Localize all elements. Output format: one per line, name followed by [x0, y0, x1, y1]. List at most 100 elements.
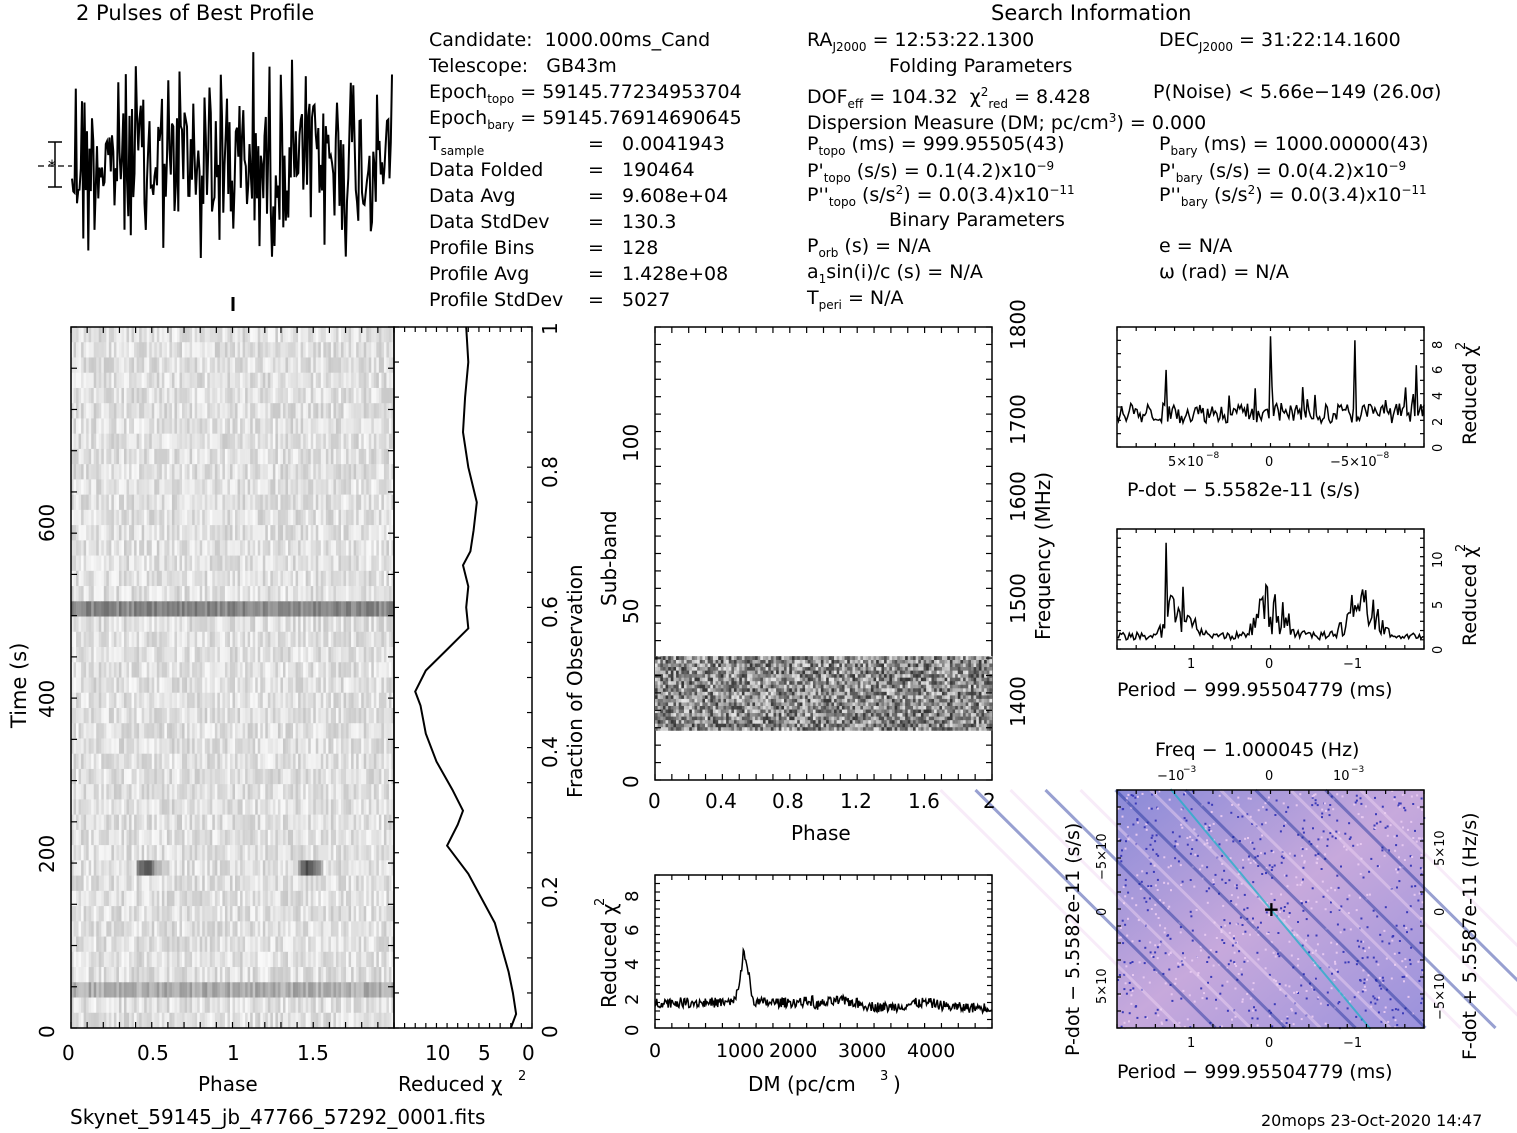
heatmap-cell — [341, 692, 344, 709]
heatmap-cell — [199, 784, 203, 800]
heatmap-cell — [121, 738, 125, 754]
heatmap-cell — [184, 860, 188, 876]
heatmap-cell — [358, 875, 362, 892]
heatmap-cell — [361, 860, 365, 876]
heatmap-cell — [346, 433, 349, 450]
heatmap-cell — [308, 692, 312, 709]
heatmap-cell — [219, 845, 223, 861]
heatmap-cell — [232, 525, 236, 541]
heatmap-cell — [240, 479, 243, 495]
heatmap-cell — [93, 707, 97, 724]
heatmap-cell — [204, 479, 208, 495]
heatmap-cell — [197, 601, 200, 617]
heatmap-cell — [136, 387, 140, 404]
heatmap-cell — [141, 327, 145, 343]
heatmap-cell — [91, 616, 95, 633]
heatmap-cell — [106, 814, 110, 831]
heatmap-cell — [149, 784, 153, 800]
heatmap-cell — [378, 692, 382, 709]
heatmap-cell — [189, 738, 193, 754]
heatmap-cell — [298, 403, 301, 419]
heatmap-cell — [313, 753, 317, 770]
heatmap-cell — [240, 677, 243, 694]
heatmap-cell — [335, 677, 339, 694]
heatmap-cell — [285, 692, 289, 709]
heatmap-cell — [146, 753, 150, 770]
heatmap-cell — [86, 662, 89, 678]
heatmap-cell — [303, 799, 306, 815]
heatmap-cell — [136, 631, 140, 648]
heatmap-cell — [282, 448, 286, 465]
heatmap-cell — [288, 570, 291, 587]
heatmap-cell — [252, 403, 256, 419]
heatmap-cell — [252, 677, 256, 694]
heatmap-cell — [386, 707, 390, 724]
heatmap-cell — [184, 829, 188, 846]
heatmap-cell — [318, 586, 322, 602]
heatmap-cell — [111, 860, 115, 876]
heatmap-cell — [184, 570, 188, 587]
heatmap-cell — [257, 829, 261, 846]
heatmap-cell — [96, 540, 100, 556]
heatmap-cell — [232, 433, 236, 450]
heatmap-cell — [93, 525, 97, 541]
heatmap-cell — [73, 753, 77, 770]
heatmap-cell — [381, 403, 385, 419]
heatmap-cell — [136, 753, 140, 770]
heatmap-cell — [267, 555, 271, 572]
heatmap-cell — [227, 768, 231, 785]
heatmap-cell — [376, 601, 380, 617]
heatmap-cell — [237, 555, 241, 572]
heatmap-cell — [126, 723, 130, 739]
heatmap-cell — [187, 692, 190, 709]
heatmap-cell — [184, 509, 188, 526]
heatmap-cell — [86, 433, 89, 450]
heatmap-cell — [308, 540, 312, 556]
heatmap-cell — [98, 601, 102, 617]
heatmap-cell — [219, 799, 223, 815]
heatmap-cell — [76, 509, 79, 526]
heatmap-cell — [313, 570, 317, 587]
heatmap-cell — [257, 631, 261, 648]
heatmap-cell — [240, 570, 243, 587]
heatmap-cell — [290, 616, 294, 633]
heatmap-cell — [328, 570, 332, 587]
heatmap-cell — [204, 738, 208, 754]
heatmap-cell — [368, 631, 372, 648]
heatmap-cell — [151, 418, 155, 434]
heatmap-cell — [189, 327, 193, 343]
heatmap-cell — [209, 494, 213, 511]
heatmap-cell — [235, 738, 238, 754]
heatmap-cell — [192, 464, 195, 480]
heatmap-cell — [356, 616, 359, 633]
heatmap-cell — [166, 631, 170, 648]
heatmap-cell — [136, 647, 140, 663]
heatmap-cell — [315, 570, 319, 587]
heatmap-cell — [366, 814, 370, 831]
heatmap-cell — [257, 540, 261, 556]
heatmap-cell — [73, 875, 77, 892]
heatmap-cell — [78, 570, 82, 587]
heatmap-cell — [320, 540, 324, 556]
heatmap-cell — [262, 845, 266, 861]
heatmap-cell — [267, 799, 271, 815]
heatmap-cell — [363, 494, 367, 511]
heatmap-cell — [161, 479, 165, 495]
heatmap-cell — [235, 860, 238, 876]
heatmap-cell — [154, 387, 158, 404]
heatmap-cell — [106, 723, 110, 739]
heatmap-cell — [391, 738, 395, 754]
heatmap-cell — [305, 342, 309, 358]
heatmap-cell — [98, 327, 102, 343]
heatmap-cell — [338, 570, 342, 587]
heatmap-cell — [194, 616, 198, 633]
heatmap-cell — [353, 448, 357, 465]
heatmap-cell — [358, 372, 362, 389]
heatmap-cell — [343, 433, 347, 450]
heatmap-cell — [204, 875, 208, 892]
heatmap-cell — [341, 601, 344, 617]
heatmap-cell — [176, 784, 180, 800]
heatmap-cell — [328, 525, 332, 541]
heatmap-cell — [351, 555, 354, 572]
heatmap-cell — [310, 768, 314, 785]
